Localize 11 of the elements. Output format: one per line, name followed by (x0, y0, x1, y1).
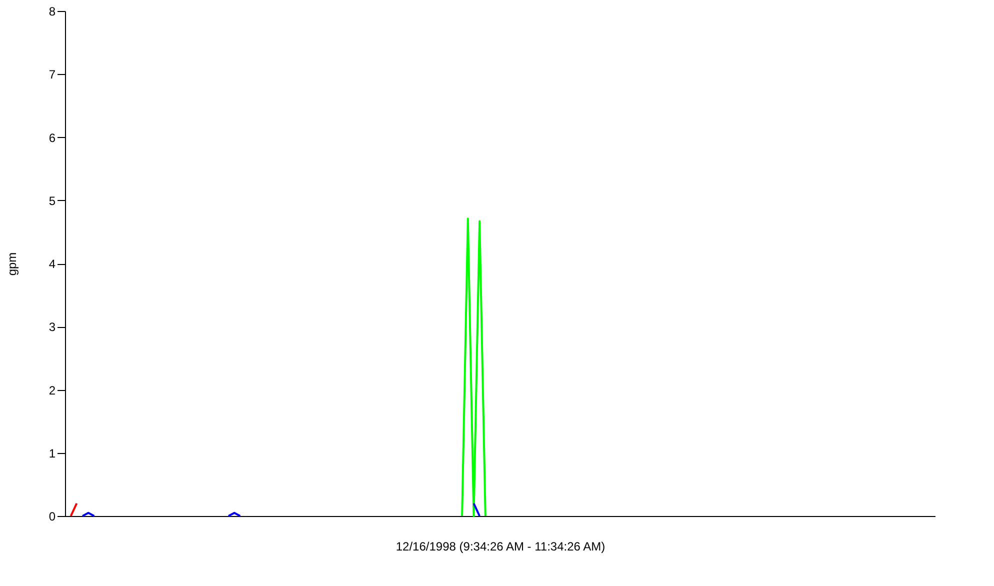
y-tick-label: 8 (48, 4, 56, 18)
y-tick-label: 4 (48, 257, 56, 271)
y-tick-label: 5 (48, 194, 56, 208)
y-tick-label: 3 (48, 320, 56, 334)
x-axis-title: 12/16/1998 (9:34:26 AM - 11:34:26 AM) (396, 540, 606, 554)
y-tick-label: 1 (48, 446, 56, 460)
y-tick-label: 0 (48, 510, 56, 524)
y-tick-label: 7 (48, 68, 56, 82)
y-axis-title: gpm (4, 252, 19, 276)
y-tick-label: 2 (48, 383, 56, 398)
y-tick-label: 6 (48, 130, 56, 145)
